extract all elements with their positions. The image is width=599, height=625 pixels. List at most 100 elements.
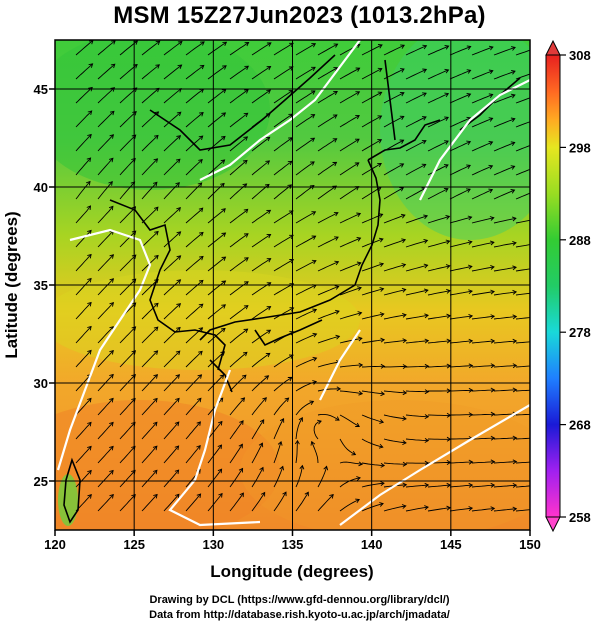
streamline — [427, 484, 451, 488]
streamline — [317, 388, 341, 392]
streamline-arrow — [174, 493, 180, 499]
streamline-arrow — [109, 421, 114, 427]
streamline — [427, 215, 450, 224]
streamline-arrow — [198, 350, 203, 356]
streamline — [119, 470, 136, 488]
streamline-arrow — [312, 308, 318, 314]
colorbar-tick-label: 278 — [569, 325, 591, 340]
streamline-arrow — [109, 134, 115, 139]
streamline-arrow — [422, 44, 428, 50]
streamline — [383, 187, 404, 200]
streamline-arrow — [512, 338, 518, 344]
streamline-arrow — [218, 420, 223, 426]
streamline-arrow — [175, 374, 181, 379]
streamline — [229, 468, 243, 488]
streamline-arrow — [535, 388, 539, 392]
streamline-arrow — [177, 40, 183, 46]
streamline-arrow — [243, 328, 249, 333]
streamline — [119, 158, 136, 176]
streamline — [185, 398, 202, 416]
streamline-arrow — [400, 68, 405, 73]
streamline-arrow — [380, 481, 385, 486]
streamline — [141, 350, 158, 368]
streamline-arrow — [176, 326, 181, 332]
streamline — [515, 365, 530, 368]
streamline-arrow — [282, 491, 287, 497]
streamline — [163, 327, 181, 344]
streamline-arrow — [154, 278, 159, 284]
streamline-arrow — [131, 278, 137, 284]
streamline-arrow — [490, 506, 496, 512]
streamline-arrow — [535, 291, 539, 295]
streamline — [273, 42, 294, 56]
streamline-arrow — [351, 450, 357, 456]
streamline-arrow — [109, 373, 114, 379]
streamline — [97, 157, 114, 176]
streamline-arrow — [87, 494, 92, 499]
streamline — [75, 110, 93, 128]
streamline-arrow — [356, 476, 361, 481]
streamline — [339, 438, 356, 455]
streamline-arrow — [222, 41, 228, 46]
streamline-arrow — [244, 257, 249, 262]
streamline-arrow — [310, 440, 316, 446]
streamline — [449, 365, 473, 368]
streamline-arrow — [310, 114, 316, 119]
streamline-arrow — [289, 42, 294, 48]
streamline — [449, 241, 472, 248]
streamline-arrow — [131, 302, 137, 308]
streamline-arrow — [109, 397, 114, 403]
streamline — [427, 93, 449, 104]
streamline-arrow — [221, 280, 227, 285]
streamline-arrow — [174, 469, 180, 475]
streamline-arrow — [175, 182, 180, 187]
streamline — [295, 137, 315, 152]
streamline — [251, 258, 271, 272]
streamline-arrow — [87, 349, 92, 355]
colorbar-ticks: 258 268 278 288 298 308 — [560, 48, 591, 525]
streamline-arrow — [512, 240, 517, 246]
streamline — [141, 326, 159, 344]
streamline — [427, 164, 449, 176]
streamline-arrow — [87, 301, 92, 307]
streamline-arrow — [535, 339, 539, 343]
streamline — [493, 118, 515, 128]
streamline-arrow — [196, 445, 201, 450]
streamline — [449, 69, 471, 80]
streamline — [163, 445, 179, 464]
streamline-arrow — [380, 363, 386, 369]
streamline — [97, 63, 116, 80]
streamline — [251, 329, 271, 344]
streamline-arrow — [175, 350, 181, 356]
streamline — [75, 446, 92, 464]
streamline — [471, 94, 493, 104]
streamline-arrow — [402, 390, 408, 396]
streamline-arrow — [533, 166, 537, 170]
streamline-arrow — [298, 417, 303, 422]
streamline-arrow — [488, 117, 494, 122]
streamline-arrow — [355, 91, 361, 96]
streamline — [141, 40, 160, 56]
streamline — [515, 168, 530, 176]
streamline — [339, 499, 360, 512]
streamline — [75, 230, 92, 248]
streamline — [317, 310, 340, 320]
streamline — [339, 337, 362, 344]
streamline-arrow — [222, 65, 227, 70]
streamline — [493, 189, 515, 200]
streamline — [141, 231, 159, 248]
streamline — [427, 265, 450, 272]
streamline — [251, 234, 271, 248]
streamline-arrow — [221, 135, 226, 141]
streamline-arrow — [446, 313, 452, 319]
streamline — [75, 470, 92, 488]
streamline — [361, 339, 385, 344]
streamline-arrow — [266, 89, 272, 94]
streamline-arrow — [512, 265, 517, 271]
streamline — [449, 188, 471, 200]
temperature-field — [55, 40, 530, 530]
streamline — [273, 234, 294, 248]
streamline-arrow — [446, 288, 451, 294]
streamline-arrow — [309, 184, 315, 190]
streamline — [317, 91, 338, 104]
